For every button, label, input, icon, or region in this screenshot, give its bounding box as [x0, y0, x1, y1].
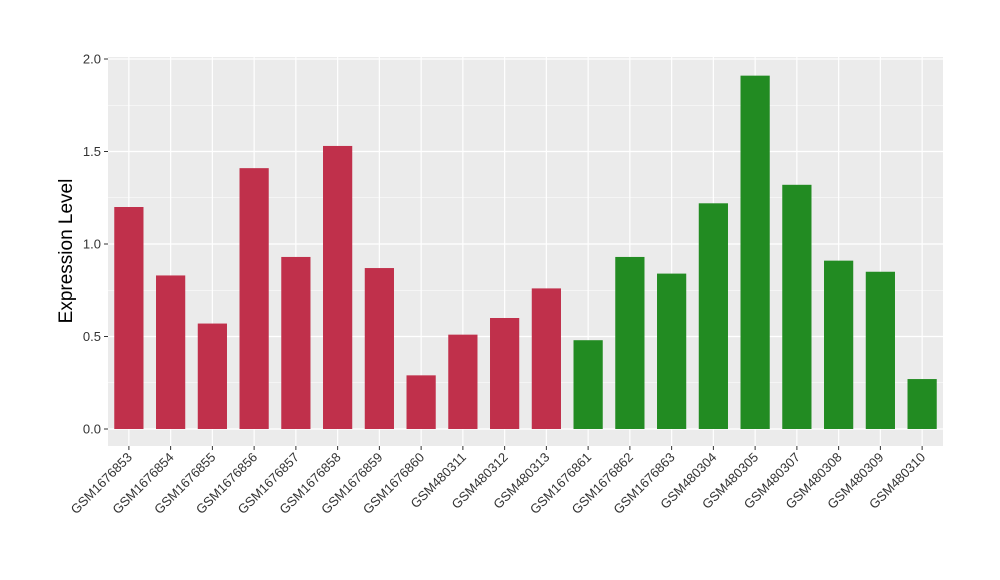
bar-gsm480313 — [531, 288, 561, 429]
bar-gsm480304 — [698, 203, 728, 429]
bar-gsm480309 — [865, 271, 895, 429]
bar-gsm480311 — [448, 334, 478, 429]
plot-panel — [108, 57, 943, 446]
bar-gsm1676861 — [573, 340, 603, 429]
bar-gsm1676856 — [239, 168, 269, 429]
y-tick-label: 0.0 — [83, 422, 101, 437]
bar-gsm1676863 — [657, 273, 687, 429]
bars — [114, 75, 937, 430]
bar-gsm1676857 — [281, 256, 311, 429]
bar-gsm1676859 — [364, 268, 394, 429]
y-tick-label: 2.0 — [83, 52, 101, 67]
bar-gsm1676862 — [615, 256, 645, 429]
bar-gsm480312 — [490, 318, 520, 429]
y-tick-label: 1.5 — [83, 144, 101, 159]
y-axis-title: Expression Level — [56, 179, 77, 324]
bar-gsm1676855 — [197, 323, 227, 429]
bar-gsm480305 — [740, 75, 770, 430]
bar-gsm1676853 — [114, 207, 144, 429]
bar-gsm1676854 — [156, 275, 186, 429]
y-axis: 0.0 0.5 1.0 1.5 2.0 — [83, 52, 108, 437]
y-tick-label: 0.5 — [83, 329, 101, 344]
bar-gsm1676860 — [406, 375, 436, 429]
bar-gsm480307 — [782, 184, 812, 429]
x-axis: GSM1676853GSM1676854GSM1676855GSM1676856… — [68, 446, 928, 517]
y-tick-label: 1.0 — [83, 237, 101, 252]
bar-gsm480308 — [824, 260, 854, 429]
bar-gsm480310 — [907, 379, 937, 429]
bar-gsm1676858 — [323, 145, 353, 429]
